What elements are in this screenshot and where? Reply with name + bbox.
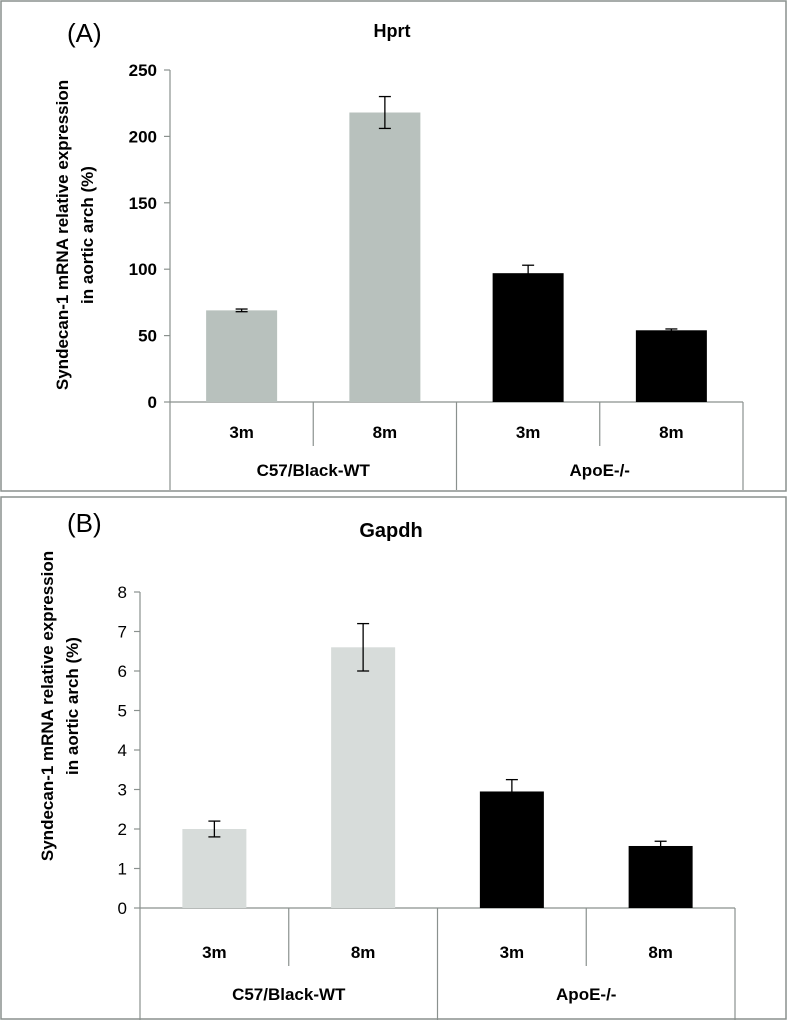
- x-group-label-b-1: ApoE-/-: [556, 985, 616, 1004]
- chart-panel-a: (A) Hprt Syndecan-1 mRNA relative expressi…: [0, 0, 787, 492]
- y-tick-label-a-1: 50: [138, 327, 157, 346]
- y-tick-label-b-5: 5: [118, 702, 127, 721]
- panel-label-b: (B): [67, 508, 102, 538]
- bar-a-3: [635, 330, 707, 402]
- y-axis-label-line1-b: Syndecan-1 mRNA relative expression: [38, 551, 57, 861]
- bar-b-1: [331, 647, 396, 908]
- x-group-label-b-0: C57/Black-WT: [232, 985, 346, 1004]
- chart-title-a: Hprt: [374, 21, 411, 41]
- y-tick-label-b-2: 2: [118, 820, 127, 839]
- y-tick-label-a-4: 200: [129, 127, 157, 146]
- y-axis-label-line2-b: in aortic arch (%): [63, 637, 82, 775]
- y-tick-label-b-1: 1: [118, 860, 127, 879]
- x-group-label-a-0: C57/Black-WT: [257, 461, 371, 480]
- x-category-label-b-2: 3m: [500, 943, 525, 962]
- bar-b-0: [182, 829, 247, 908]
- y-tick-label-b-4: 4: [118, 741, 127, 760]
- bar-a-1: [349, 112, 421, 402]
- x-category-label-a-3: 8m: [659, 423, 684, 442]
- bar-b-3: [628, 845, 693, 908]
- y-tick-label-a-3: 150: [129, 194, 157, 213]
- x-category-label-b-1: 8m: [351, 943, 376, 962]
- x-category-label-a-2: 3m: [516, 423, 541, 442]
- x-group-label-a-1: ApoE-/-: [570, 461, 630, 480]
- chart-panel-b: (B) Gapdh Syndecan-1 mRNA relative express…: [0, 496, 787, 1020]
- y-tick-label-b-3: 3: [118, 781, 127, 800]
- chart-title-b: Gapdh: [359, 520, 422, 542]
- y-tick-label-a-5: 250: [129, 61, 157, 80]
- chart-b-svg: (B) Gapdh Syndecan-1 mRNA relative express…: [0, 496, 787, 1020]
- y-tick-label-b-8: 8: [118, 583, 127, 602]
- y-tick-label-b-0: 0: [118, 899, 127, 918]
- chart-a-svg: (A) Hprt Syndecan-1 mRNA relative expressi…: [0, 0, 787, 492]
- y-axis-label-line2-a: in aortic arch (%): [78, 166, 97, 304]
- bar-b-2: [479, 791, 544, 908]
- x-category-label-b-3: 8m: [648, 943, 673, 962]
- x-category-label-a-0: 3m: [229, 423, 254, 442]
- y-tick-label-b-6: 6: [118, 662, 127, 681]
- x-category-label-a-1: 8m: [373, 423, 398, 442]
- y-tick-label-a-0: 0: [148, 393, 157, 412]
- bar-a-0: [206, 310, 278, 402]
- panel-label-a: (A): [67, 18, 102, 48]
- y-axis-label-line1-a: Syndecan-1 mRNA relative expression: [53, 80, 72, 390]
- y-tick-label-a-2: 100: [129, 260, 157, 279]
- x-category-label-b-0: 3m: [202, 943, 227, 962]
- y-tick-label-b-7: 7: [118, 623, 127, 642]
- bar-a-2: [492, 273, 564, 402]
